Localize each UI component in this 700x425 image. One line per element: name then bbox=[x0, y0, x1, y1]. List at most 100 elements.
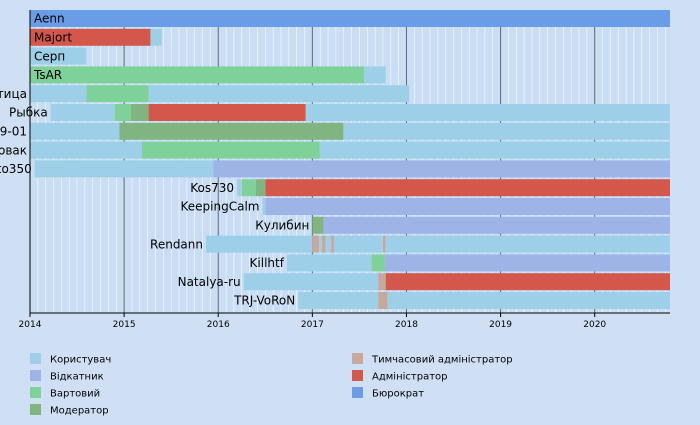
bar-segment-rollbacker bbox=[114, 104, 131, 121]
legend-swatch bbox=[352, 370, 363, 381]
row-Капрал 19-01 bbox=[30, 122, 670, 140]
row-label: Кулибин bbox=[255, 219, 309, 233]
row-TRJ-VoRoN bbox=[298, 292, 670, 309]
legend-swatch bbox=[352, 353, 363, 364]
legend-swatch bbox=[30, 370, 41, 381]
legend-label: Модератор bbox=[50, 406, 109, 417]
row-Серп bbox=[30, 47, 87, 65]
bar-segment-user bbox=[30, 85, 87, 103]
bar-rows bbox=[30, 10, 670, 309]
bar-segment-user bbox=[343, 122, 670, 140]
legend-label: Адміністратор bbox=[372, 371, 447, 383]
bar-segment-tempadmin bbox=[378, 273, 386, 291]
row-Kos730 bbox=[237, 179, 670, 197]
legend-swatch bbox=[30, 387, 41, 398]
bar-segment-moderator bbox=[312, 216, 324, 234]
bar-segment-user bbox=[30, 47, 87, 65]
x-axis: 2014 2015 2016 2017 2018 2019 2020 bbox=[19, 10, 670, 330]
row-label: Aenn bbox=[34, 12, 65, 26]
bar-segment-user bbox=[387, 292, 670, 309]
legend-item-bureaucrat: Бюрократ bbox=[352, 387, 424, 400]
row-label: TsAR bbox=[33, 68, 62, 82]
bar-segment-user bbox=[30, 141, 142, 159]
bar-segment-bureaucrat bbox=[30, 10, 670, 27]
row-KeepingCalm bbox=[262, 198, 670, 215]
bar-segment-user bbox=[385, 235, 670, 253]
bar-segment-user bbox=[50, 104, 115, 121]
bar-segment-patroller bbox=[384, 254, 670, 272]
row-TsAR bbox=[30, 66, 386, 84]
bar-segment-tempadmin bbox=[382, 235, 386, 253]
row-label: Новак bbox=[0, 143, 27, 157]
row-Majort bbox=[30, 28, 162, 46]
legend-item-admin: Адміністратор bbox=[352, 370, 447, 383]
x-tick-label: 2017 bbox=[301, 320, 324, 330]
row-label: Капрал 19-01 bbox=[0, 125, 27, 139]
legend-label: Відкатник bbox=[50, 371, 104, 383]
legend-label: Бюрократ bbox=[372, 389, 424, 400]
bar-segment-user bbox=[325, 235, 332, 253]
bar-segment-admin bbox=[265, 179, 670, 197]
bar-segment-admin bbox=[385, 273, 670, 291]
row-label: Хаос птица bbox=[0, 87, 27, 101]
bar-segment-rollbacker bbox=[30, 66, 365, 84]
x-tick-label: 2019 bbox=[489, 320, 512, 330]
legend-item-rollbacker: Вартовий bbox=[30, 387, 100, 400]
bar-segment-patroller bbox=[213, 160, 670, 178]
bar-segment-user bbox=[30, 122, 120, 140]
row-Рыбка bbox=[50, 104, 670, 121]
row-label: Killhtf bbox=[250, 256, 285, 270]
row-label: Rendann bbox=[150, 237, 203, 251]
x-tick-label: 2015 bbox=[113, 320, 136, 330]
legend-item-patroller: Відкатник bbox=[30, 370, 104, 383]
row-label: Серп bbox=[34, 49, 65, 63]
row-label: KeepingCalm bbox=[181, 200, 260, 214]
bar-segment-tempadmin bbox=[331, 235, 334, 253]
bar-segment-user bbox=[319, 141, 670, 159]
bar-segment-user bbox=[318, 235, 322, 253]
bar-segment-moderator bbox=[255, 179, 266, 197]
bar-segment-user bbox=[305, 104, 670, 121]
row-Rendann bbox=[206, 235, 670, 253]
bar-segment-user bbox=[243, 273, 379, 291]
row-label: Majort bbox=[34, 31, 72, 45]
legend-swatch bbox=[30, 353, 41, 364]
legend-swatch bbox=[352, 387, 363, 398]
bar-segment-tempadmin bbox=[321, 235, 326, 253]
x-tick-label: 2014 bbox=[19, 320, 42, 330]
bar-segment-moderator bbox=[130, 104, 149, 121]
row-Natalya-ru bbox=[243, 273, 670, 291]
bar-segment-rollbacker bbox=[86, 85, 149, 103]
row-label: Рыбка bbox=[9, 106, 48, 120]
bar-segment-user bbox=[34, 160, 214, 178]
legend-label: Вартовий bbox=[50, 389, 100, 400]
row-label: Soto350 bbox=[0, 162, 32, 176]
legend-item-user: Користувач bbox=[30, 353, 111, 366]
row-Хаос птица bbox=[30, 85, 410, 103]
legend: Користувач Відкатник Вартовий Модератор Тимч… bbox=[30, 353, 513, 417]
bar-segment-user bbox=[364, 66, 386, 84]
row-Кулибин bbox=[312, 216, 670, 234]
legend-swatch bbox=[30, 404, 41, 415]
row-label: Natalya-ru bbox=[178, 275, 241, 289]
bar-segment-rollbacker bbox=[371, 254, 385, 272]
x-tick-label: 2018 bbox=[395, 320, 418, 330]
bar-segment-user bbox=[334, 235, 383, 253]
bar-segment-user bbox=[206, 235, 313, 253]
row-labels: Aenn Majort Серп TsAR Хаос птица Рыбка Капрал … bbox=[0, 12, 309, 308]
bar-segment-user bbox=[298, 292, 379, 309]
bar-segment-user bbox=[150, 28, 162, 46]
bar-segment-rollbacker bbox=[241, 179, 256, 197]
bar-segment-moderator bbox=[119, 122, 344, 140]
row-Новак bbox=[30, 141, 670, 159]
bar-segment-tempadmin bbox=[312, 235, 319, 253]
bar-segment-user bbox=[237, 179, 242, 197]
row-Killhtf bbox=[286, 254, 670, 272]
x-tick-label: 2016 bbox=[207, 320, 230, 330]
row-label: TRJ-VoRoN bbox=[233, 294, 295, 308]
legend-label: Користувач bbox=[50, 355, 111, 366]
legend-item-moderator: Модератор bbox=[30, 404, 109, 417]
row-label: Kos730 bbox=[190, 181, 234, 195]
